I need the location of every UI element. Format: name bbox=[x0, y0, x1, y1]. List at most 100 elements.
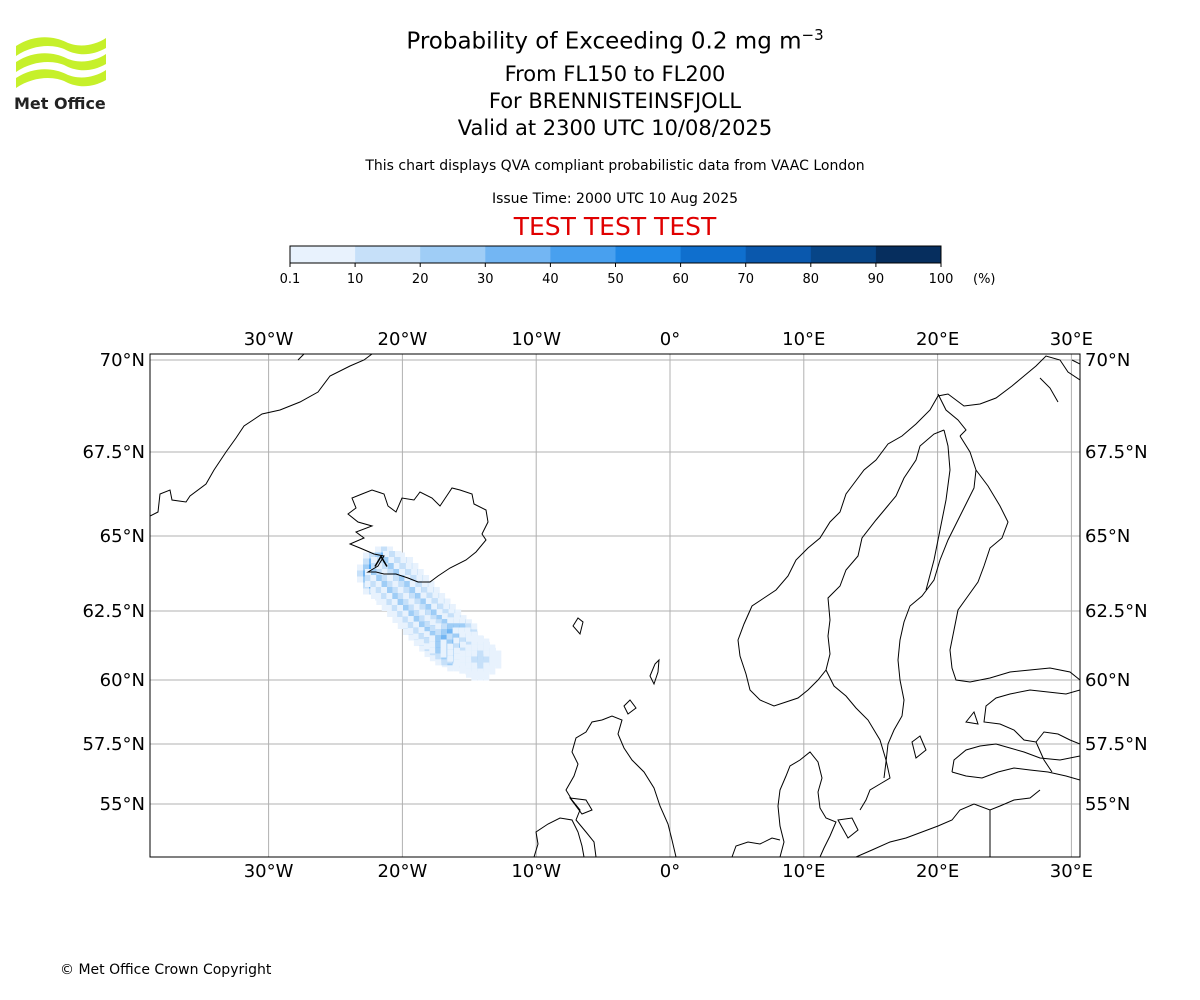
plume-cell bbox=[409, 587, 416, 593]
plume-cell bbox=[453, 637, 460, 644]
plume-cell bbox=[407, 628, 414, 635]
plume-cell bbox=[409, 593, 416, 599]
lon-label-bottom: 10°W bbox=[511, 861, 561, 882]
plume-cell bbox=[371, 563, 378, 569]
colorbar-box bbox=[550, 246, 616, 263]
plume-cell bbox=[410, 575, 417, 581]
plume-cell bbox=[403, 605, 410, 611]
plume-cell bbox=[424, 615, 431, 622]
plume-cell bbox=[471, 656, 478, 663]
plume-cell bbox=[477, 656, 484, 663]
plume-cell bbox=[429, 647, 436, 654]
plume-cell bbox=[459, 662, 466, 669]
plume-cell bbox=[376, 599, 383, 605]
title-exponent: −3 bbox=[801, 26, 824, 44]
plume-cell bbox=[414, 598, 421, 605]
lat-label-right: 67.5°N bbox=[1085, 442, 1148, 463]
plume-cell bbox=[381, 581, 388, 587]
colorbar-box bbox=[290, 246, 356, 263]
plume-cell bbox=[424, 621, 431, 628]
plume-cell bbox=[471, 668, 478, 675]
plume-cell bbox=[370, 587, 377, 593]
plume-cell bbox=[441, 629, 448, 636]
plume-cell bbox=[412, 563, 419, 569]
greenland-coast bbox=[150, 354, 373, 517]
plume-cell bbox=[435, 629, 442, 636]
plume-cell bbox=[471, 662, 478, 669]
level-range: From FL150 to FL200 bbox=[504, 62, 726, 86]
lon-label-bottom: 30°W bbox=[244, 861, 294, 882]
colorbar-box bbox=[420, 246, 486, 263]
plume-cell bbox=[418, 639, 425, 646]
plume-cell bbox=[419, 645, 426, 652]
colorbar-tick-label: 100 bbox=[929, 272, 954, 287]
plume-cell bbox=[489, 668, 496, 675]
plume-cell bbox=[441, 623, 448, 630]
plume-cell bbox=[375, 581, 382, 587]
plume-cell bbox=[435, 641, 442, 648]
plume-cell bbox=[415, 593, 422, 599]
plume-cell bbox=[495, 662, 502, 669]
plume-cell bbox=[477, 644, 484, 651]
scandinavia-coast bbox=[737, 355, 1080, 707]
iceland-coast bbox=[347, 487, 489, 583]
plume-cell bbox=[427, 587, 434, 593]
plume-cell bbox=[413, 616, 420, 623]
plume-cell bbox=[387, 587, 394, 593]
plume-cell bbox=[420, 592, 427, 599]
test-banner: TEST TEST TEST bbox=[513, 212, 717, 241]
plume-cell bbox=[446, 633, 453, 640]
colorbar-tick-label: 60 bbox=[672, 272, 689, 287]
colorbar-box bbox=[485, 246, 551, 263]
plume-cell bbox=[423, 575, 430, 581]
plume-cell bbox=[435, 635, 442, 642]
plume-cell bbox=[413, 627, 420, 634]
plume-cell bbox=[393, 563, 400, 569]
plume-cell bbox=[397, 611, 404, 617]
plume-cell bbox=[459, 656, 466, 663]
plume-cell bbox=[471, 623, 478, 630]
plume-cell bbox=[392, 581, 399, 587]
plume-cell bbox=[381, 605, 388, 611]
plume-cell bbox=[419, 609, 426, 616]
lat-label-left: 70°N bbox=[100, 350, 145, 371]
plume-cell bbox=[489, 656, 496, 663]
plume-cell bbox=[440, 639, 447, 646]
plume-cell bbox=[423, 631, 430, 638]
plume-cell bbox=[441, 613, 448, 620]
colorbar-box bbox=[355, 246, 421, 263]
plume-cell bbox=[453, 623, 460, 630]
plume-cell bbox=[441, 619, 448, 626]
plume-cell bbox=[391, 605, 398, 611]
volcano-name: For BRENNISTEINSFJOLL bbox=[488, 89, 742, 113]
lon-label-top: 30°W bbox=[244, 329, 294, 350]
plume-cell bbox=[374, 552, 381, 559]
lat-label-left: 62.5°N bbox=[82, 601, 145, 622]
plume-cell bbox=[413, 604, 420, 611]
plume-cell bbox=[383, 557, 390, 563]
plume-cell bbox=[407, 622, 414, 629]
plume-cell bbox=[416, 575, 423, 581]
plume-cell bbox=[465, 619, 472, 626]
colorbar-tick-label: 20 bbox=[412, 272, 429, 287]
plume-cell bbox=[397, 599, 404, 605]
plume-cell bbox=[356, 564, 363, 571]
plume-cell bbox=[453, 617, 460, 624]
plume-cell bbox=[425, 609, 432, 616]
plume-cell bbox=[458, 627, 465, 634]
plume-cell bbox=[371, 557, 378, 563]
colorbar-tick-label: 50 bbox=[607, 272, 624, 287]
plume-cell bbox=[387, 611, 394, 617]
plume-cell bbox=[398, 552, 405, 559]
plume-cell bbox=[387, 581, 394, 587]
plume-cell bbox=[471, 674, 478, 681]
plume-cell bbox=[477, 668, 484, 675]
ireland-coast bbox=[533, 817, 585, 857]
plume-cell bbox=[471, 650, 478, 657]
plume-cell bbox=[402, 622, 409, 629]
plume-cell bbox=[447, 665, 454, 672]
denmark-coast bbox=[777, 751, 837, 857]
colorbar-box bbox=[680, 246, 747, 263]
plume-cell bbox=[429, 655, 436, 662]
plume-cell bbox=[465, 656, 472, 663]
